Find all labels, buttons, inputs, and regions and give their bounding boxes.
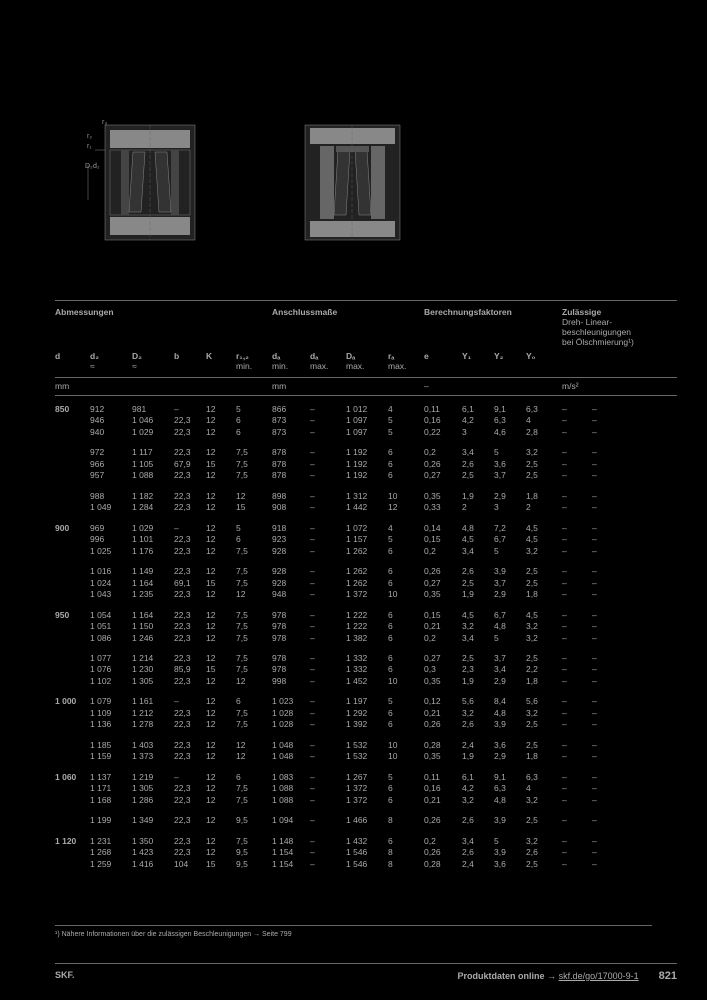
d-value: 1 000	[55, 696, 90, 730]
d-value	[55, 447, 90, 481]
footer-link[interactable]: skf.de/go/17000-9-1	[559, 971, 639, 981]
table-row: 1 0161 14922,3127,5928–1 26260,262,63,92…	[90, 566, 677, 577]
table-row: 1 0241 16469,1157,5928–1 26260,272,53,72…	[90, 578, 677, 589]
data-block: 1 1991 34922,3129,51 094–1 46680,262,63,…	[55, 815, 677, 826]
d-value	[55, 740, 90, 763]
hdr-berechnung: Berechnungsfaktoren	[424, 307, 562, 347]
d-value: 1 060	[55, 772, 90, 806]
table-row: 1 1681 28622,3127,51 088–1 37260,213,24,…	[90, 795, 677, 806]
diagram-right	[290, 120, 430, 245]
table-row: 1 2311 35022,3127,51 148–1 43260,23,453,…	[90, 836, 677, 847]
unit-row: mm mm – m/s²	[55, 381, 677, 396]
data-block: 1 0601 1371 219–1261 083–1 26750,116,19,…	[55, 772, 677, 806]
d-value: 850	[55, 404, 90, 438]
table-row: 1 2591 416104159,51 154–1 54680,282,43,6…	[90, 859, 677, 870]
data-body: 850912981–125866–1 01240,116,19,16,3––94…	[55, 404, 677, 870]
d-value: 950	[55, 610, 90, 644]
footer-link-group: Produktdaten online → skf.de/go/17000-9-…	[458, 970, 677, 982]
table-row: 9461 04622,3126873–1 09750,164,26,34––	[90, 415, 677, 426]
data-block: 1 0001 0791 161–1261 023–1 19750,125,68,…	[55, 696, 677, 730]
d-value	[55, 491, 90, 514]
data-block: 1 0771 21422,3127,5978–1 33260,272,53,72…	[55, 653, 677, 687]
data-block: 9721 11722,3127,5878–1 19260,23,453,2––9…	[55, 447, 677, 481]
data-block: 9501 0541 16422,3127,5978–1 22260,154,56…	[55, 610, 677, 644]
column-headers: d d₂≈ D₂≈ b K r₁,₂min. dₐmin. dₐmax. Dₐm…	[55, 351, 677, 378]
table-row: 1 2681 42322,3129,51 154–1 54680,262,63,…	[90, 847, 677, 858]
hdr-anschluss: Anschlussmaße	[272, 307, 424, 347]
d-value: 1 120	[55, 836, 90, 870]
table-row: 9961 10122,3126923–1 15750,154,56,74,5––	[90, 534, 677, 545]
data-block: 9881 18222,31212898–1 312100,351,92,91,8…	[55, 491, 677, 514]
page-number: 821	[659, 970, 677, 982]
table-row: 1 0511 15022,3127,5978–1 22260,213,24,83…	[90, 621, 677, 632]
hdr-abmessungen: Abmessungen	[55, 307, 272, 347]
data-block: 850912981–125866–1 01240,116,19,16,3––94…	[55, 404, 677, 438]
table-row: 9401 02922,3126873–1 09750,2234,62,8––	[90, 427, 677, 438]
table-row: 1 1851 40322,312121 048–1 532100,282,43,…	[90, 740, 677, 751]
table-row: 1 0771 21422,3127,5978–1 33260,272,53,72…	[90, 653, 677, 664]
table-row: 912981–125866–1 01240,116,19,16,3––	[90, 404, 677, 415]
table-row: 1 1361 27822,3127,51 028–1 39260,262,63,…	[90, 719, 677, 730]
hdr-zulassige: Zulässige Dreh- Linear- beschleunigungen…	[562, 307, 634, 347]
footer-brand: SKF.	[55, 970, 75, 982]
table-row: 1 1711 30522,3127,51 088–1 37260,164,26,…	[90, 783, 677, 794]
table-row: 1 1591 37322,312121 048–1 532100,351,92,…	[90, 751, 677, 762]
diagram-left: D₂ d₂ r₂ r₁ r₃	[85, 120, 225, 245]
d-value	[55, 815, 90, 826]
page-footer: SKF. Produktdaten online → skf.de/go/170…	[55, 963, 677, 982]
table-row: 1 0791 161–1261 023–1 19750,125,68,45,6–…	[90, 696, 677, 707]
data-block: 1 1201 2311 35022,3127,51 148–1 43260,23…	[55, 836, 677, 870]
table-row: 1 1371 219–1261 083–1 26750,116,19,16,3–…	[90, 772, 677, 783]
bearing-diagrams: D₂ d₂ r₂ r₁ r₃	[85, 120, 430, 245]
table-row: 1 0491 28422,31215908–1 442120,33232––	[90, 502, 677, 513]
svg-text:r₁: r₁	[87, 143, 92, 150]
d-value	[55, 653, 90, 687]
table-row: 1 1021 30522,31212998–1 452100,351,92,91…	[90, 676, 677, 687]
data-block: 9009691 029–125918–1 07240,144,87,24,5––…	[55, 523, 677, 557]
table-row: 1 0541 16422,3127,5978–1 22260,154,56,74…	[90, 610, 677, 621]
svg-text:r₃: r₃	[102, 120, 107, 126]
table-row: 9661 10567,9157,5878–1 19260,262,63,62,5…	[90, 459, 677, 470]
table-row: 9691 029–125918–1 07240,144,87,24,5––	[90, 523, 677, 534]
table-row: 9571 08822,3127,5878–1 19260,272,53,72,5…	[90, 470, 677, 481]
table-row: 9881 18222,31212898–1 312100,351,92,91,8…	[90, 491, 677, 502]
table-row: 1 1091 21222,3127,51 028–1 29260,213,24,…	[90, 708, 677, 719]
svg-text:D₂: D₂	[85, 163, 93, 170]
svg-text:r₂: r₂	[87, 133, 92, 140]
svg-text:d₂: d₂	[93, 163, 100, 170]
table-row: 1 0431 23522,31212948–1 372100,351,92,91…	[90, 589, 677, 600]
data-block: 1 1851 40322,312121 048–1 532100,282,43,…	[55, 740, 677, 763]
data-block: 1 0161 14922,3127,5928–1 26260,262,63,92…	[55, 566, 677, 600]
d-value	[55, 566, 90, 600]
table-row: 1 1991 34922,3129,51 094–1 46680,262,63,…	[90, 815, 677, 826]
d-value: 900	[55, 523, 90, 557]
table-row: 9721 11722,3127,5878–1 19260,23,453,2––	[90, 447, 677, 458]
table-row: 1 0861 24622,3127,5978–1 38260,23,453,2–…	[90, 633, 677, 644]
table-row: 1 0761 23085,9157,5978–1 33260,32,33,42,…	[90, 664, 677, 675]
header-groups: Abmessungen Anschlussmaße Berechnungsfak…	[55, 300, 677, 347]
data-table: Abmessungen Anschlussmaße Berechnungsfak…	[55, 300, 677, 879]
footnote: ¹) Nähere Informationen über die zulässi…	[55, 925, 652, 938]
table-row: 1 0251 17622,3127,5928–1 26260,23,453,2–…	[90, 546, 677, 557]
